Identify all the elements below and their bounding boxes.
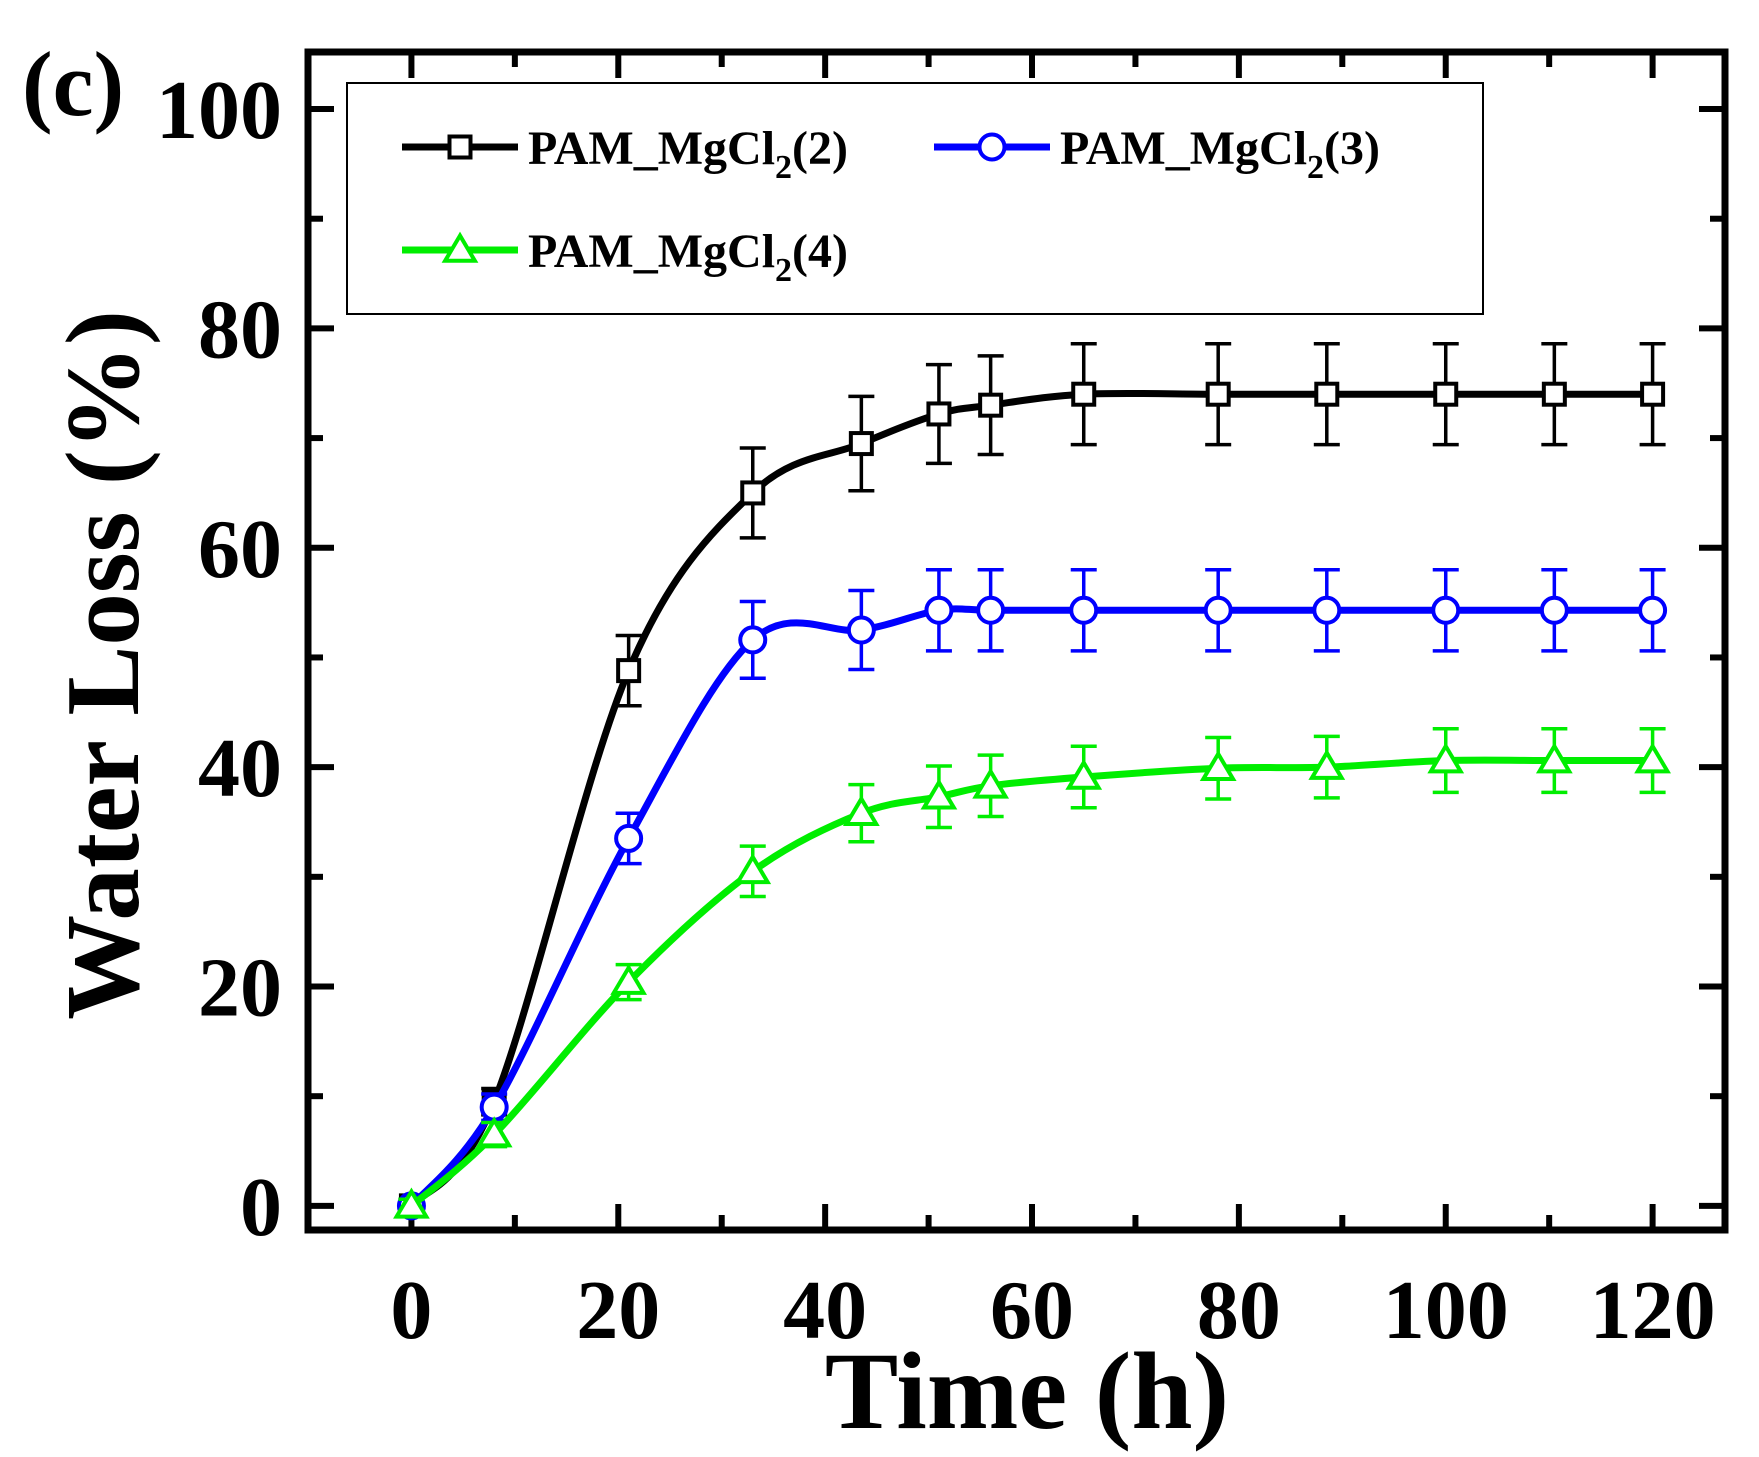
data-point <box>1435 384 1456 405</box>
series-2 <box>398 570 1665 1219</box>
legend-marker <box>980 135 1005 160</box>
x-tick-label: 0 <box>390 1264 432 1357</box>
y-tick-label: 0 <box>240 1161 282 1254</box>
data-point <box>1314 598 1339 623</box>
data-point <box>1542 598 1567 623</box>
data-point <box>482 1095 507 1120</box>
data-point <box>1316 384 1337 405</box>
data-point <box>1640 598 1665 623</box>
y-tick-label: 60 <box>198 503 282 596</box>
legend: PAM_MgCl2(2) PAM_MgCl2(3)PAM_MgCl2(4) <box>347 83 1483 314</box>
x-tick-label: 100 <box>1383 1264 1509 1357</box>
series-line <box>411 760 1652 1206</box>
data-point <box>742 482 763 503</box>
legend-box <box>347 83 1483 314</box>
data-point <box>1642 384 1663 405</box>
data-point <box>1208 384 1229 405</box>
x-tick-label: 120 <box>1590 1264 1716 1357</box>
data-point <box>1206 598 1231 623</box>
data-point <box>1071 598 1096 623</box>
y-tick-label: 40 <box>198 722 282 815</box>
data-point <box>851 433 872 454</box>
x-axis-title: Time (h) <box>825 1330 1229 1452</box>
legend-marker <box>450 137 471 158</box>
data-point <box>849 618 874 643</box>
y-tick-label: 20 <box>198 942 282 1035</box>
y-axis-title: Water Loss (%) <box>44 310 161 1020</box>
data-point <box>1073 384 1094 405</box>
x-tick-label: 20 <box>576 1264 660 1357</box>
data-point <box>978 598 1003 623</box>
data-point <box>618 660 639 681</box>
data-point <box>1544 384 1565 405</box>
data-point <box>1433 598 1458 623</box>
data-point <box>980 395 1001 416</box>
data-point <box>926 598 951 623</box>
panel-label: (c) <box>22 33 124 135</box>
series-line <box>411 609 1652 1206</box>
plot-series <box>397 344 1668 1219</box>
y-tick-label: 80 <box>198 283 282 376</box>
data-point <box>616 826 641 851</box>
y-tick-label: 100 <box>156 64 282 157</box>
data-point <box>928 403 949 424</box>
series-line <box>411 393 1652 1205</box>
data-point <box>740 627 765 652</box>
